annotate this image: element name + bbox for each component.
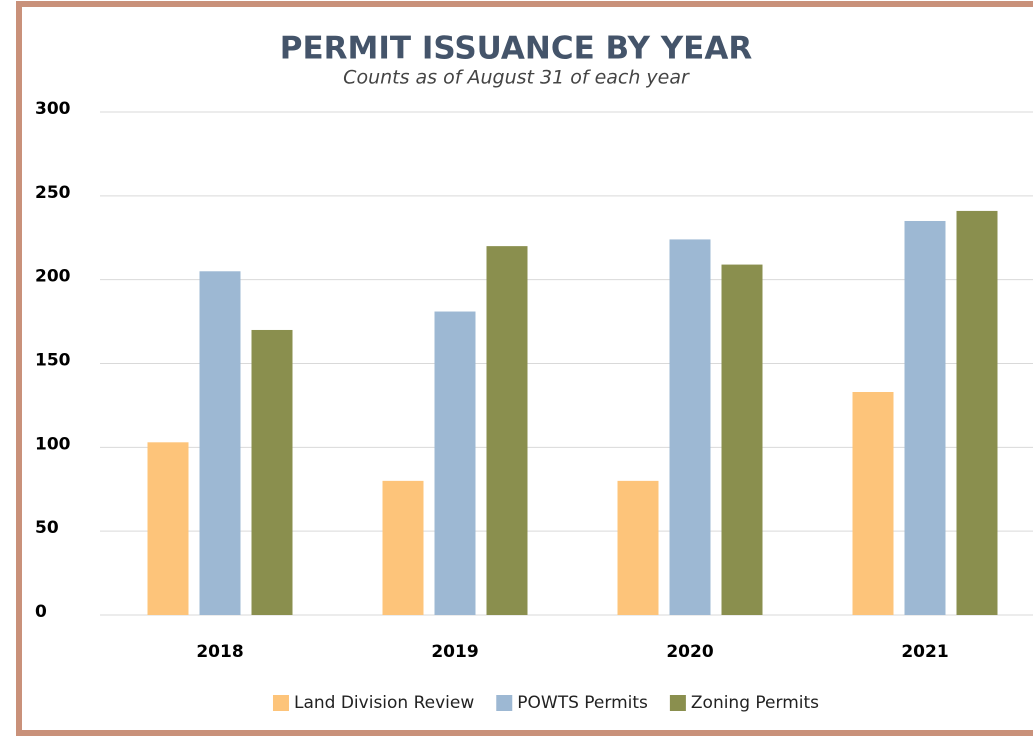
x-tick-label: 2021 — [901, 642, 948, 662]
y-tick-label: 100 — [35, 434, 71, 454]
legend-swatch — [272, 695, 289, 711]
bar — [904, 220, 946, 615]
bar — [669, 239, 711, 615]
y-tick-label: 0 — [35, 602, 47, 622]
bar — [199, 271, 241, 615]
y-tick-label: 250 — [35, 183, 71, 203]
y-tick-label: 150 — [35, 351, 71, 371]
bar — [382, 480, 424, 615]
chart-subtitle: Counts as of August 31 of each year — [343, 67, 690, 89]
bar — [147, 442, 189, 615]
y-tick-label: 300 — [35, 99, 71, 119]
legend-swatch — [669, 695, 686, 711]
legend-label: POWTS Permits — [517, 693, 648, 713]
legend-swatch — [496, 695, 513, 711]
y-tick-label: 200 — [35, 267, 71, 287]
bar — [251, 329, 293, 615]
x-tick-label: 2020 — [666, 642, 713, 662]
x-tick-label: 2018 — [196, 642, 243, 662]
legend-label: Land Division Review — [294, 693, 474, 713]
bar — [956, 210, 998, 615]
bar — [617, 480, 659, 615]
y-tick-label: 50 — [35, 518, 59, 538]
x-tick-label: 2019 — [431, 642, 478, 662]
bar — [434, 311, 476, 615]
legend-label: Zoning Permits — [691, 693, 819, 713]
bar — [852, 392, 894, 615]
frame — [16, 1, 1033, 736]
chart-title: PERMIT ISSUANCE BY YEAR — [280, 31, 753, 67]
bar — [486, 246, 528, 615]
bar — [721, 264, 763, 615]
